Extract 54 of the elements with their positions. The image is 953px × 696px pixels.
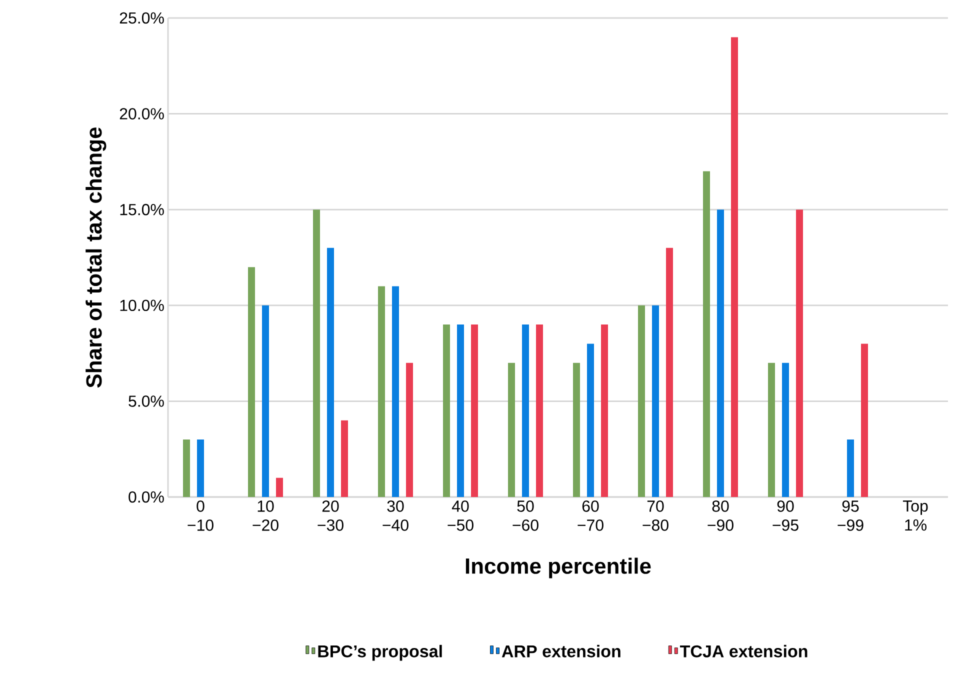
x-tick-label: 70 −80 [642, 500, 668, 531]
bar [313, 210, 320, 497]
bar [341, 420, 348, 497]
bar [861, 344, 868, 497]
bar [638, 305, 646, 497]
bar [587, 344, 594, 497]
x-tick-label: 40 −50 [448, 500, 474, 531]
y-tick-label: 0.0% [128, 491, 164, 503]
x-axis-title: Income percentile [466, 558, 651, 578]
y-tick-label: 15.0% [120, 204, 164, 216]
bar [183, 440, 190, 497]
bar [782, 362, 790, 497]
x-tick-label: 80 −90 [708, 500, 734, 531]
bar [796, 210, 803, 497]
bar [276, 478, 284, 497]
x-tick-label: 20 −30 [318, 500, 344, 531]
bar [601, 324, 608, 497]
bar [847, 440, 854, 497]
bar [392, 286, 400, 497]
bar [666, 248, 673, 497]
y-tick-label: 5.0% [128, 396, 164, 407]
legend-label: ARP extension [502, 644, 620, 658]
bar [536, 324, 544, 497]
bar [703, 171, 710, 497]
x-tick-label: 30 −40 [382, 500, 408, 531]
bar [471, 324, 478, 497]
bar [197, 440, 204, 497]
bar [768, 362, 775, 497]
x-tick-label: 10 −20 [252, 500, 278, 531]
bar [262, 305, 270, 497]
bar [522, 324, 529, 497]
x-tick-label: 95 −99 [838, 500, 864, 531]
y-tick-label: 20.0% [120, 108, 164, 120]
x-tick-label: 0 −10 [188, 500, 214, 531]
x-tick-label: 50 −60 [512, 500, 538, 531]
bar [327, 248, 334, 497]
bar [717, 210, 724, 497]
bar [248, 267, 256, 497]
x-tick-label: 60 −70 [578, 500, 604, 531]
bar [406, 362, 414, 497]
y-tick-label: 10.0% [120, 300, 164, 312]
legend-label: BPC’s proposal [318, 644, 442, 661]
x-tick-label: 90 −95 [772, 500, 798, 531]
bar [443, 324, 450, 497]
y-tick-label: 25.0% [120, 12, 164, 24]
y-axis-title: Share of total tax change [86, 127, 106, 388]
bar [457, 324, 464, 497]
bar [508, 362, 516, 497]
bar [573, 362, 580, 497]
bar [731, 37, 738, 497]
bar [378, 286, 386, 497]
x-tick-label: Top 1% [902, 500, 928, 531]
legend-label: TCJA extension [680, 644, 808, 658]
bar [652, 305, 660, 497]
